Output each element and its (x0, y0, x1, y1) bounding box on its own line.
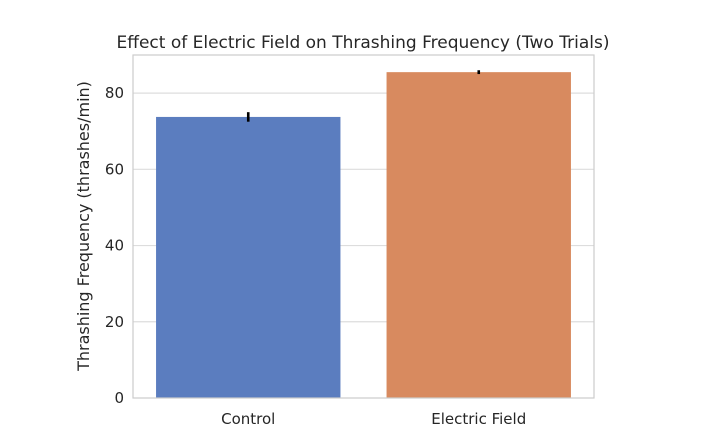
y-tick-label: 40 (105, 237, 124, 255)
bars (156, 72, 571, 399)
y-tick-labels: 0 20 40 60 80 (105, 84, 124, 407)
chart-title: Effect of Electric Field on Thrashing Fr… (117, 33, 610, 53)
y-tick-label: 80 (105, 84, 124, 102)
y-tick-label: 60 (105, 160, 124, 178)
bar-control (156, 116, 341, 399)
bar-electric-field (386, 72, 571, 399)
x-tick-label: Electric Field (431, 410, 526, 428)
plot-frame (132, 54, 595, 399)
y-tick-label: 0 (114, 389, 124, 407)
error-bars (246, 70, 481, 122)
x-tick-labels: Control Electric Field (221, 410, 526, 428)
x-tick-label: Control (221, 410, 275, 428)
y-tick-label: 20 (105, 313, 124, 331)
y-axis-label: Thrashing Frequency (thrashes/min) (74, 81, 93, 372)
